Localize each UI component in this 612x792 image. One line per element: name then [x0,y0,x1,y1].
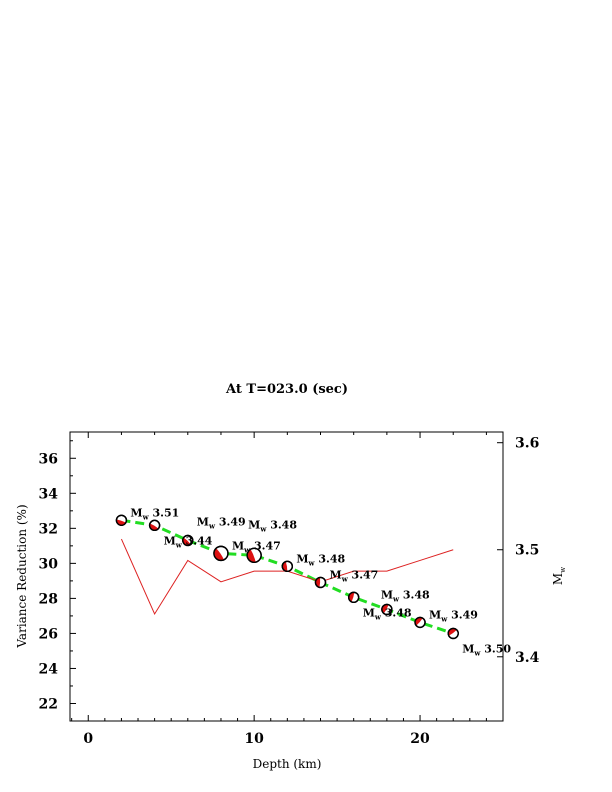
y-tick-label: 28 [39,591,58,607]
x-tick-label: 10 [244,731,264,747]
mw-annotation: Mw 3.47 [330,568,379,583]
beachball-marker [381,603,393,616]
beachball-marker [182,534,194,547]
y-tick-label: 36 [39,451,58,467]
beachball-marker [414,616,426,629]
y-axis-label: Variance Reduction (%) [15,504,29,648]
y2-tick-label: 3.4 [515,650,540,666]
plot-frame [69,431,504,722]
mw-annotation: Mw 3.50 [462,642,511,657]
y-tick-label: 34 [39,486,59,502]
mw-annotation: Mw 3.48 [381,588,430,603]
y-tick-label: 24 [39,661,59,677]
y2-axis-label-sub: w [559,567,567,573]
beachball-marker [115,514,128,526]
y-tick-labels: 22 24 26 28 30 32 34 36 [39,451,59,712]
mw-annotation: Mw 3.47 [232,539,281,554]
y-tick-label: 32 [39,521,58,537]
mw-annotation: Mw 3.49 [197,515,246,530]
beachball-marker [213,545,229,562]
beachball-marker [347,591,360,604]
beachball-marker [314,576,327,589]
x-tick-labels: 0 10 20 [83,731,430,747]
mw-annotation: Mw 3.48 [363,606,412,621]
y2-tick-label: 3.6 [515,436,539,452]
y2-tick-label: 3.5 [515,543,539,559]
y2-axis-label-main: M [551,573,565,585]
mw-annotation: Mw 3.48 [296,552,345,567]
beachball-marker [246,547,262,564]
chart-title: At T=023.0 (sec) [225,382,348,397]
mw-annotation: Mw 3.51 [130,506,179,521]
x-tick-label: 20 [410,731,430,747]
y-tick-label: 22 [39,696,58,712]
y-tick-label: 30 [39,556,59,572]
y-tick-label: 26 [39,626,58,642]
beachball-marker [148,519,161,532]
x-axis-label: Depth (km) [253,757,322,771]
x-tick-label: 0 [83,731,93,747]
beachball-markers [115,514,459,640]
mw-annotation: Mw 3.44 [164,534,213,549]
axis-ticks [70,432,504,721]
beachball-marker [447,627,459,640]
mw-line [120,538,454,616]
mw-annotation: Mw 3.48 [248,518,297,533]
y2-tick-labels: 3.4 3.5 3.6 [515,436,540,666]
beachball-marker [281,560,294,573]
mw-annotation: Mw 3.49 [429,608,478,623]
y2-axis-label: Mw [551,567,567,585]
